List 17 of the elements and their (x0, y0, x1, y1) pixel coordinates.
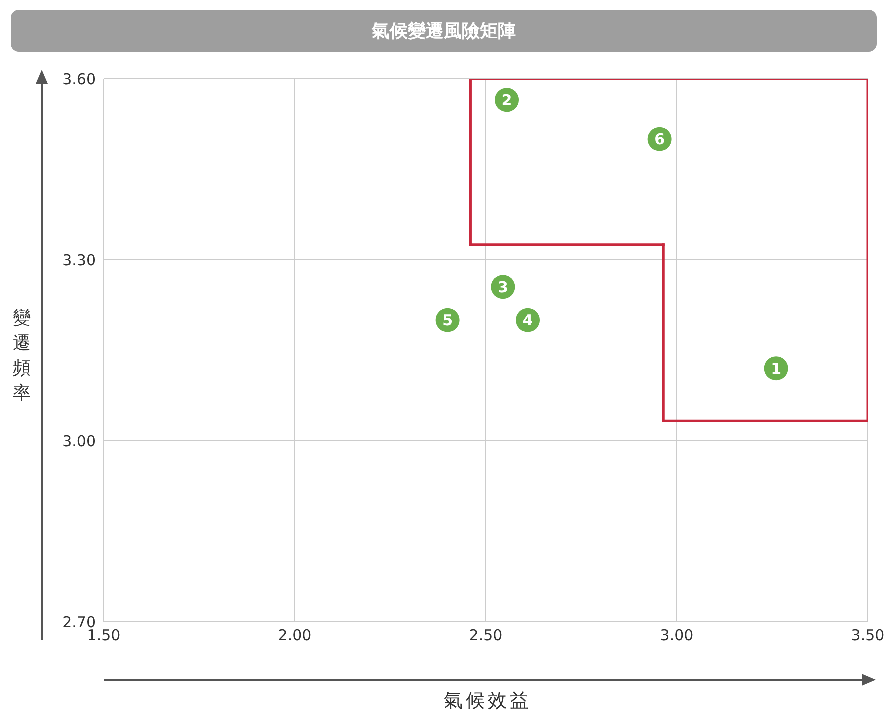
y-axis-title: 變遷頻率 (12, 307, 32, 406)
x-tick-label: 3.00 (660, 626, 694, 645)
annotation: 2 (502, 91, 512, 110)
chart-title: 氣候變遷風險矩陣 (11, 10, 877, 52)
x-tick-label: 2.00 (278, 626, 312, 645)
y-tick-label: 3.60 (62, 70, 96, 88)
x-tick-label: 2.50 (469, 626, 503, 645)
y-tick-label: 3.30 (62, 251, 96, 270)
annotation: 4 (522, 312, 534, 330)
x-tick-label: 3.50 (851, 626, 885, 645)
x-axis-title: 氣候效益 (443, 689, 533, 713)
annotation: 5 (442, 312, 454, 330)
annotation: 1 (771, 360, 782, 378)
annotation: 6 (654, 130, 666, 149)
y-tick-label: 3.00 (62, 432, 96, 450)
x-tick-label: 1.50 (87, 626, 121, 645)
annotation: 3 (498, 278, 508, 296)
